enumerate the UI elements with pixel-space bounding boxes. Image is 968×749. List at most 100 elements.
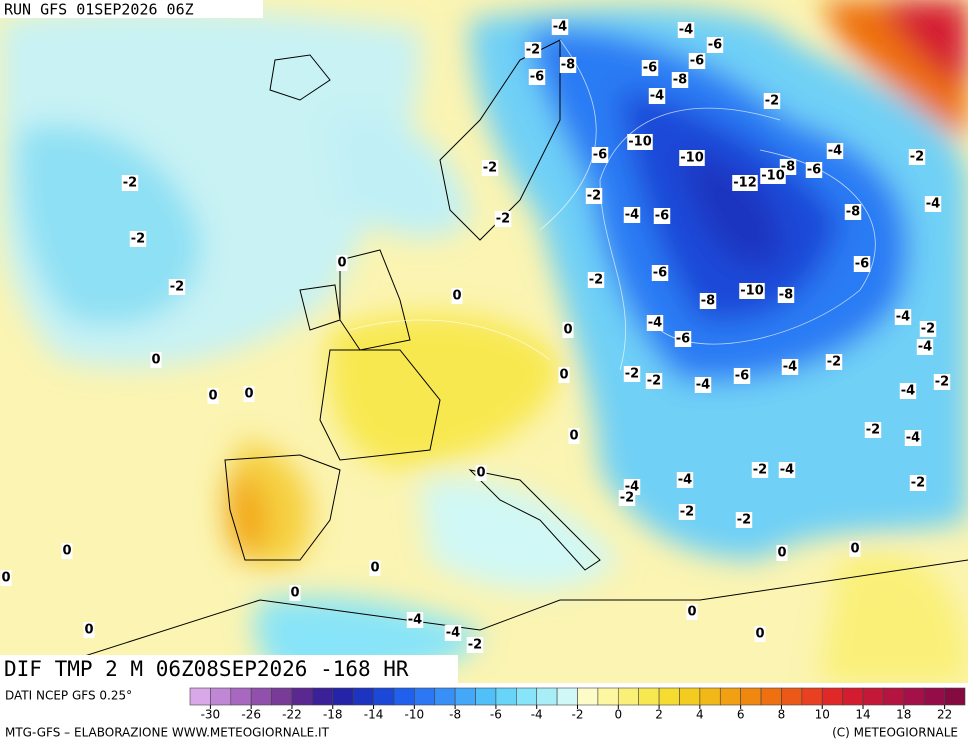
contour-label-bg bbox=[699, 293, 717, 309]
contour-label: -2 bbox=[678, 504, 696, 520]
colorbar-tick-label: 4 bbox=[696, 708, 704, 722]
contour-label: -6 bbox=[688, 53, 706, 69]
contour-label-bg bbox=[676, 472, 694, 488]
contour-label: 0 bbox=[568, 428, 580, 444]
contour-label-bg bbox=[908, 149, 926, 165]
contour-label: -6 bbox=[591, 147, 609, 163]
colorbar-swatch bbox=[597, 687, 619, 706]
colorbar-swatch bbox=[658, 687, 680, 706]
colorbar-swatch bbox=[699, 687, 721, 706]
contour-label-text: -8 bbox=[673, 73, 687, 88]
contour-label-text: -4 bbox=[828, 144, 842, 159]
colorbar-swatch bbox=[189, 687, 211, 706]
colorbar-swatch bbox=[923, 687, 945, 706]
contour-label: -8 bbox=[671, 72, 689, 88]
contour-label: -8 bbox=[844, 204, 862, 220]
contour-label-bg bbox=[763, 93, 781, 109]
contour-label: -4 bbox=[778, 462, 796, 478]
contour-label: -2 bbox=[129, 231, 147, 247]
contour-label-text: 0 bbox=[244, 387, 253, 402]
contour-label-bg bbox=[121, 175, 139, 191]
contour-label-text: -2 bbox=[680, 505, 694, 520]
contour-label: -8 bbox=[777, 287, 795, 303]
colorbar-swatch bbox=[312, 687, 334, 706]
contour-label-bg bbox=[853, 256, 871, 272]
contour-label-text: -6 bbox=[735, 369, 749, 384]
colorbar-swatch bbox=[373, 687, 395, 706]
contour-label-text: 0 bbox=[452, 289, 461, 304]
contour-label-bg bbox=[678, 504, 696, 520]
contour-label: -2 bbox=[524, 42, 542, 58]
contour-label-bg bbox=[494, 211, 512, 227]
contour-label-bg bbox=[894, 309, 912, 325]
contour-label-text: -4 bbox=[780, 463, 794, 478]
colorbar-tick-label: 2 bbox=[655, 708, 663, 722]
contour-label-bg bbox=[916, 339, 934, 355]
footer-right: (C) METEOGIORNALE bbox=[832, 726, 958, 740]
contour-label-bg bbox=[899, 383, 917, 399]
colorbar-swatch bbox=[271, 687, 293, 706]
contour-label: -2 bbox=[908, 149, 926, 165]
contour-label: -4 bbox=[916, 339, 934, 355]
contour-label-text: -4 bbox=[553, 20, 567, 35]
colorbar-swatch bbox=[760, 687, 782, 706]
contour-label: 0 bbox=[562, 322, 574, 338]
contour-label-bg bbox=[524, 42, 542, 58]
colorbar-swatch bbox=[679, 687, 701, 706]
contour-label: -4 bbox=[676, 472, 694, 488]
contour-label-text: 0 bbox=[208, 389, 217, 404]
contour-label: 0 bbox=[61, 543, 73, 559]
colorbar-tick-label: -10 bbox=[405, 708, 425, 722]
coastlines bbox=[0, 39, 968, 684]
colorbar-swatch bbox=[495, 687, 517, 706]
colorbar-tick-label: -8 bbox=[449, 708, 461, 722]
contour-label: -2 bbox=[466, 637, 484, 653]
contour-label-text: -4 bbox=[648, 316, 662, 331]
colorbar-swatch bbox=[862, 687, 884, 706]
contour-label-text: -4 bbox=[918, 340, 932, 355]
colorbar-swatch bbox=[393, 687, 415, 706]
contour-label-text: -2 bbox=[910, 150, 924, 165]
contour-label-text: 0 bbox=[84, 623, 93, 638]
contour-label-bg bbox=[653, 208, 671, 224]
contour-label-bg bbox=[648, 88, 666, 104]
source-label: DATI NCEP GFS 0.25° bbox=[5, 689, 132, 703]
contour-labels: -4 -4-6-2-8-6-6 -6-8-4 -2-10-6 -10-8 -6-4 -2-1… bbox=[0, 19, 951, 653]
contour-label-bg bbox=[909, 475, 927, 491]
contour-label: -2 bbox=[763, 93, 781, 109]
contour-label-bg bbox=[627, 134, 653, 150]
contour-label-text: -10 bbox=[740, 284, 764, 299]
contour-label-bg bbox=[776, 545, 788, 561]
contour-label-bg bbox=[733, 368, 751, 384]
contour-label-bg bbox=[568, 428, 580, 444]
run-label: RUN GFS 01SEP2026 06Z bbox=[4, 1, 194, 19]
contour-label-bg bbox=[760, 168, 786, 184]
contour-label-bg bbox=[751, 462, 769, 478]
contour-label: 0 bbox=[686, 604, 698, 620]
colorbar-swatch bbox=[781, 687, 803, 706]
contour-label-text: -10 bbox=[680, 151, 704, 166]
colorbar-tick-label: -6 bbox=[490, 708, 502, 722]
colorbar-swatch bbox=[638, 687, 660, 706]
contour-label-bg bbox=[466, 637, 484, 653]
contour-label-text: -2 bbox=[483, 161, 497, 176]
colorbar-tick-label: -2 bbox=[572, 708, 584, 722]
colorbar-swatch bbox=[230, 687, 252, 706]
contour-label-text: -2 bbox=[647, 374, 661, 389]
contour-label-bg bbox=[933, 374, 951, 390]
contour-label: -12 bbox=[732, 175, 758, 191]
run-box bbox=[0, 0, 263, 18]
contour-label: -4 bbox=[623, 207, 641, 223]
colorbar-tick-label: -30 bbox=[201, 708, 221, 722]
contour-label: -6 bbox=[674, 331, 692, 347]
contour-label-bg bbox=[168, 279, 186, 295]
contour-label-bg bbox=[735, 512, 753, 528]
colorbar-swatch bbox=[944, 687, 966, 706]
contour-label-text: -4 bbox=[906, 431, 920, 446]
contour-label: 0 bbox=[207, 388, 219, 404]
contour-label: -2 bbox=[735, 512, 753, 528]
contour-label: -4 bbox=[694, 377, 712, 393]
contour-label-bg bbox=[778, 462, 796, 478]
contour-label: -2 bbox=[618, 490, 636, 506]
contour-label: 0 bbox=[369, 560, 381, 576]
